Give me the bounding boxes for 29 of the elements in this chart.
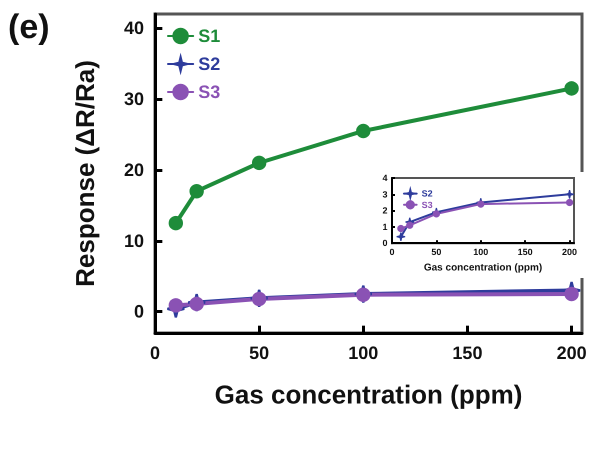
- legend-label: S2: [198, 54, 220, 74]
- x-axis-title: Gas concentration (ppm): [424, 262, 542, 274]
- y-tick-label: 30: [124, 89, 144, 110]
- y-tick-label: 4: [382, 173, 388, 183]
- x-tick-label: 200: [556, 343, 587, 363]
- x-tick-label: 100: [348, 343, 378, 363]
- x-tick-label: 0: [389, 247, 395, 258]
- x-axis-title: Gas concentration (ppm): [214, 379, 522, 410]
- y-tick-label: 40: [124, 18, 144, 38]
- legend-label: S3: [422, 200, 433, 210]
- x-tick-label: 0: [150, 343, 160, 363]
- y-axis-title: Response (ΔR/Ra): [70, 60, 100, 287]
- x-tick-label: 150: [518, 247, 533, 258]
- y-tick-label: 20: [124, 160, 144, 180]
- legend-label: S2: [422, 188, 433, 199]
- x-tick-label: 200: [562, 247, 578, 258]
- legend-label: S3: [198, 82, 220, 102]
- x-tick-label: 150: [452, 343, 482, 363]
- legend-label: S1: [198, 26, 220, 46]
- y-tick-label: 0: [382, 238, 388, 248]
- y-tick-label: 10: [124, 230, 144, 251]
- y-tick-label: 0: [134, 302, 144, 322]
- x-tick-label: 100: [473, 247, 488, 258]
- y-tick-label: 2: [382, 206, 388, 216]
- y-tick-label: 3: [382, 189, 388, 200]
- text: (e): [8, 8, 50, 46]
- x-tick-label: 50: [431, 247, 442, 258]
- y-tick-label: 1: [382, 222, 388, 232]
- x-tick-label: 50: [249, 343, 270, 363]
